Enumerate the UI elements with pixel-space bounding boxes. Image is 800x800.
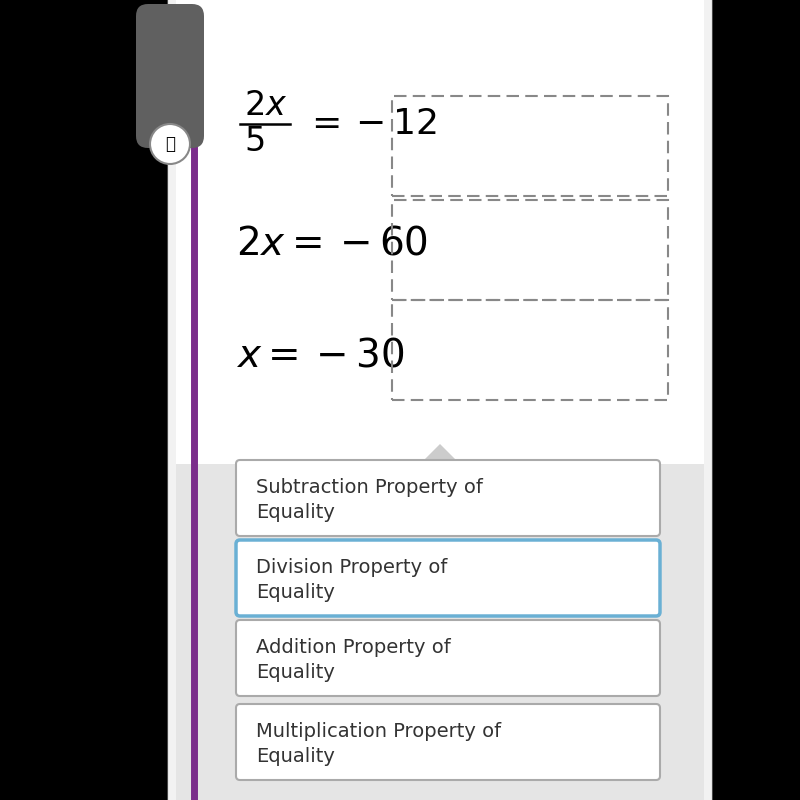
FancyBboxPatch shape <box>236 704 660 780</box>
Text: Addition Property of: Addition Property of <box>256 638 450 658</box>
FancyBboxPatch shape <box>236 540 660 616</box>
Text: Equality: Equality <box>256 747 335 766</box>
Bar <box>176 464 704 800</box>
FancyBboxPatch shape <box>236 620 660 696</box>
Text: $5$: $5$ <box>244 126 264 158</box>
Bar <box>392 300 668 400</box>
Text: Division Property of: Division Property of <box>256 558 447 578</box>
Text: Equality: Equality <box>256 583 335 602</box>
Circle shape <box>150 124 190 164</box>
Text: Equality: Equality <box>256 503 335 522</box>
Text: $2x = -60$: $2x = -60$ <box>236 226 428 262</box>
Text: $= -12$: $= -12$ <box>304 107 437 141</box>
Polygon shape <box>424 444 456 460</box>
FancyBboxPatch shape <box>168 0 712 800</box>
Bar <box>392 96 668 196</box>
FancyBboxPatch shape <box>236 460 660 536</box>
Text: Equality: Equality <box>256 663 335 682</box>
Text: Multiplication Property of: Multiplication Property of <box>256 722 501 742</box>
FancyBboxPatch shape <box>136 4 204 148</box>
Bar <box>392 200 668 300</box>
Text: 🔈: 🔈 <box>165 135 175 153</box>
Text: $x = -30$: $x = -30$ <box>236 338 404 374</box>
Text: $2x$: $2x$ <box>244 90 287 122</box>
Text: Subtraction Property of: Subtraction Property of <box>256 478 483 498</box>
Bar <box>176 0 704 464</box>
